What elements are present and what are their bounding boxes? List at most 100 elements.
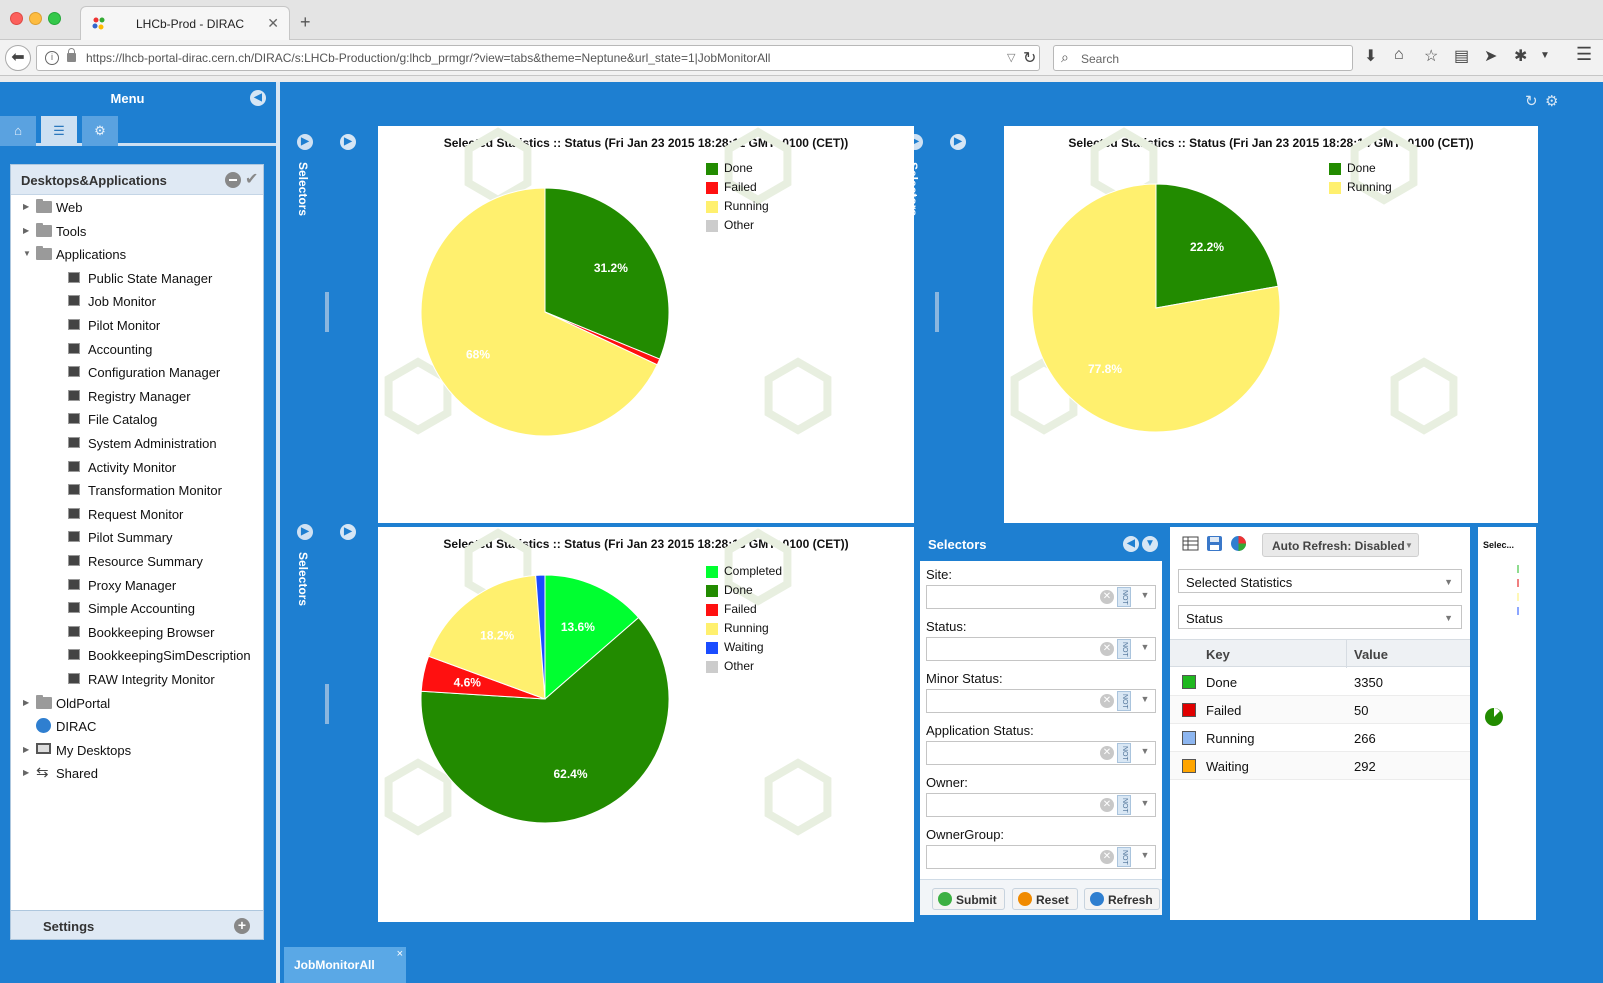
info-icon[interactable]: i	[45, 51, 59, 65]
tab-home[interactable]: ⌂	[0, 116, 36, 146]
reload-icon[interactable]: ↻	[1023, 50, 1037, 67]
expand-panel-icon[interactable]: ▶	[340, 524, 356, 540]
reading-list-icon[interactable]: ▤	[1454, 48, 1470, 65]
statistics-type-select[interactable]: Selected Statistics ▼	[1178, 569, 1462, 593]
pie-chart-2[interactable]: 22.2% 77.8%	[1004, 126, 1538, 523]
panel-splitter[interactable]	[325, 684, 329, 724]
browser-tab[interactable]: LHCb-Prod - DIRAC ✕	[80, 6, 290, 40]
not-toggle[interactable]: NOT	[1117, 587, 1131, 607]
panel-splitter[interactable]	[325, 292, 329, 332]
tree-item[interactable]: Registry Manager	[11, 386, 263, 408]
close-tab-icon[interactable]: ✕	[267, 15, 279, 31]
table-row[interactable]: Running 266	[1170, 724, 1470, 752]
selector-input[interactable]: ✕ NOT ▼	[926, 585, 1156, 609]
extension-icon[interactable]: ✱	[1514, 48, 1528, 65]
expand-settings-icon[interactable]: +	[234, 918, 250, 934]
pie-slice-done[interactable]	[420, 616, 670, 824]
send-icon[interactable]: ➤	[1484, 48, 1498, 65]
submit-button[interactable]: Submit	[932, 888, 1005, 910]
chevron-down-icon[interactable]: ▼	[1140, 746, 1150, 756]
tree-item[interactable]: ▶ OldPortal	[11, 693, 263, 715]
tree-item[interactable]: Pilot Monitor	[11, 315, 263, 337]
tree-item[interactable]: RAW Integrity Monitor	[11, 669, 263, 691]
hamburger-menu-icon[interactable]: ☰	[1576, 44, 1593, 64]
group-by-select[interactable]: Status ▼	[1178, 605, 1462, 629]
tree-item[interactable]: ▶ Tools	[11, 221, 263, 243]
tree-item[interactable]: ▼ Applications	[11, 244, 263, 266]
chevron-down-icon[interactable]: ▼	[1140, 590, 1150, 600]
tree-item[interactable]: System Administration	[11, 433, 263, 455]
expand-selectors-icon[interactable]: ▶	[297, 134, 313, 150]
column-header-value[interactable]: Value	[1354, 647, 1388, 662]
tree-item[interactable]: Pilot Summary	[11, 527, 263, 549]
tree-item[interactable]: Proxy Manager	[11, 575, 263, 597]
not-toggle[interactable]: NOT	[1117, 743, 1131, 763]
table-row[interactable]: Failed 50	[1170, 696, 1470, 724]
tree-item[interactable]: Resource Summary	[11, 551, 263, 573]
pie-chart-1[interactable]: 31.2% 68%	[378, 126, 914, 523]
clear-icon[interactable]: ✕	[1100, 642, 1114, 656]
refresh-button[interactable]: Refresh	[1084, 888, 1160, 910]
pie-slice-running[interactable]	[420, 187, 658, 437]
tree-item[interactable]: Accounting	[11, 339, 263, 361]
selector-input[interactable]: ✕ NOT ▼	[926, 845, 1156, 869]
reset-button[interactable]: Reset	[1012, 888, 1078, 910]
tree-item[interactable]: ▶ My Desktops	[11, 740, 263, 762]
expand-selectors-icon[interactable]: ▶	[297, 524, 313, 540]
pie-slice-running[interactable]	[1031, 183, 1281, 433]
tree-item[interactable]: Transformation Monitor	[11, 480, 263, 502]
minimize-window-button[interactable]	[29, 12, 42, 25]
clear-icon[interactable]: ✕	[1100, 590, 1114, 604]
new-tab-button[interactable]: +	[300, 12, 311, 32]
selector-input[interactable]: ✕ NOT ▼	[926, 793, 1156, 817]
tab-settings[interactable]: ⚙	[82, 116, 118, 146]
pie-slice-running[interactable]	[427, 574, 546, 700]
chevron-down-icon[interactable]: ▼	[1140, 798, 1150, 808]
table-row[interactable]: Waiting 292	[1170, 752, 1470, 780]
pie-chart-3[interactable]: 13.6% 62.4% 4.6% 18.2%	[378, 527, 914, 922]
expand-arrow-icon[interactable]: ▶	[23, 697, 30, 707]
pie-slice-completed[interactable]	[544, 574, 640, 701]
expand-panel-icon[interactable]: ▶	[340, 134, 356, 150]
selectors-strip-3[interactable]: ▶ Selectors	[294, 516, 316, 886]
pie-slice-done[interactable]	[544, 187, 670, 360]
tree-item[interactable]: Job Monitor	[11, 291, 263, 313]
refresh-icon[interactable]: ↻	[1525, 93, 1538, 110]
url-text[interactable]: https://lhcb-portal-dirac.cern.ch/DIRAC/…	[86, 51, 771, 65]
gear-icon[interactable]: ⚙	[1545, 93, 1559, 110]
close-taskbar-tab-icon[interactable]: ×	[396, 948, 403, 960]
clear-icon[interactable]: ✕	[1100, 850, 1114, 864]
tree-item[interactable]: Activity Monitor	[11, 457, 263, 479]
not-toggle[interactable]: NOT	[1117, 691, 1131, 711]
expand-arrow-icon[interactable]: ▶	[23, 202, 30, 211]
tree-item[interactable]: Request Monitor	[11, 504, 263, 526]
maximize-window-button[interactable]	[48, 12, 61, 25]
tree-item[interactable]: File Catalog	[11, 409, 263, 431]
save-icon[interactable]	[1206, 535, 1223, 552]
panel-splitter[interactable]	[935, 292, 939, 332]
expand-panel-icon[interactable]: ▶	[950, 134, 966, 150]
tree-item[interactable]: ▶ ⇆ Shared	[11, 763, 263, 785]
back-arrow-icon[interactable]: ⬅	[5, 45, 31, 71]
taskbar-tab-jobmonitorall[interactable]: JobMonitorAll ×	[284, 947, 406, 983]
chevron-down-icon[interactable]: ▼	[1140, 642, 1150, 652]
not-toggle[interactable]: NOT	[1117, 847, 1131, 867]
selector-input[interactable]: ✕ NOT ▼	[926, 689, 1156, 713]
collapse-menu-icon[interactable]: ◀	[250, 90, 266, 106]
url-dropdown-icon[interactable]: ▽	[1007, 52, 1016, 64]
bookmark-star-icon[interactable]: ☆	[1424, 48, 1439, 65]
expand-arrow-icon[interactable]: ▶	[23, 744, 30, 754]
selectors-strip-1[interactable]: ▶ Selectors	[294, 126, 316, 496]
collapse-all-icon[interactable]	[225, 172, 241, 188]
chevron-down-icon[interactable]: ▼	[1140, 694, 1150, 704]
table-icon[interactable]	[1182, 535, 1199, 552]
column-header-key[interactable]: Key	[1206, 647, 1230, 662]
tree-item[interactable]: BookkeepingSimDescription	[11, 645, 263, 667]
expand-arrow-icon[interactable]: ▶	[23, 768, 30, 778]
selector-input[interactable]: ✕ NOT ▼	[926, 637, 1156, 661]
not-toggle[interactable]: NOT	[1117, 639, 1131, 659]
tree-item[interactable]: ▶ Web	[11, 197, 263, 219]
chevron-down-icon[interactable]: ▼	[1140, 850, 1150, 860]
not-toggle[interactable]: NOT	[1117, 795, 1131, 815]
tree-item[interactable]: Configuration Manager	[11, 362, 263, 384]
